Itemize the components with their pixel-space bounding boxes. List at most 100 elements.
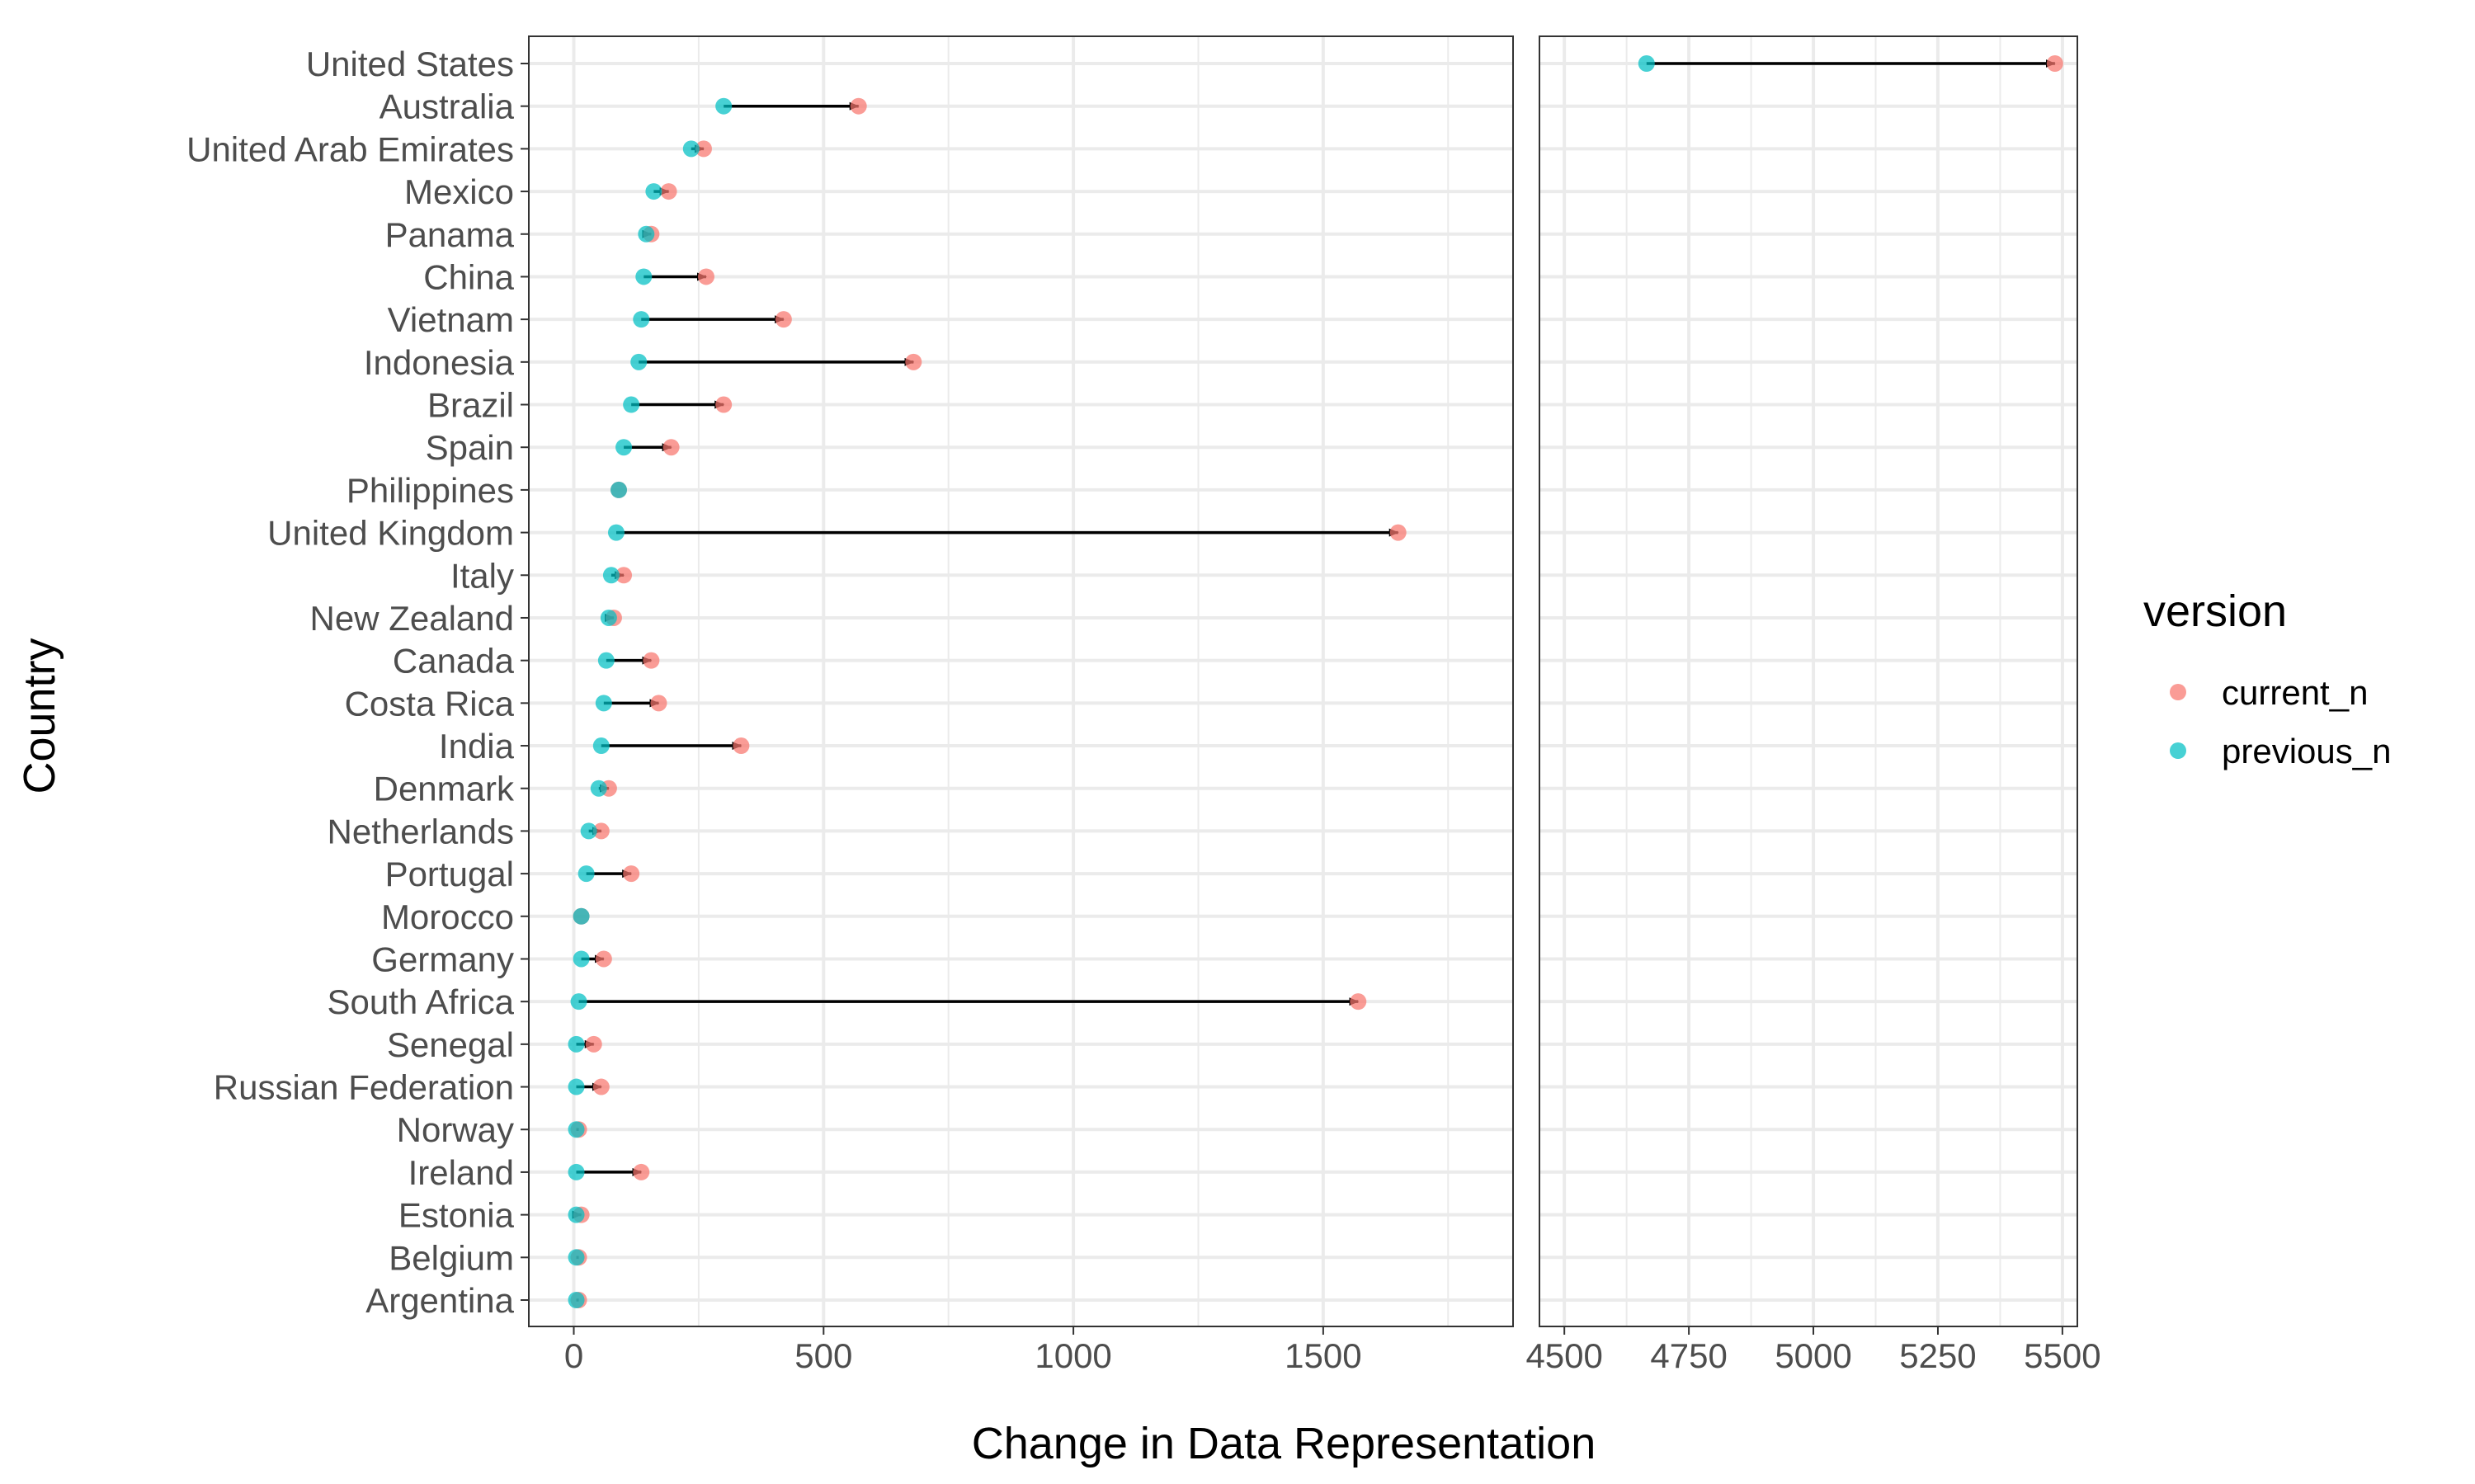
- legend-key-current_n: [2170, 684, 2186, 700]
- legend-title: version: [2143, 587, 2287, 636]
- y-tick-label: India: [439, 727, 515, 766]
- x-axis-title: Change in Data Representation: [972, 1419, 1596, 1468]
- point-current_n: [592, 822, 610, 840]
- point-current_n: [623, 865, 640, 883]
- point-current_n: [585, 1035, 602, 1053]
- x-tick-label: 5500: [2024, 1336, 2100, 1375]
- x-tick-label: 4500: [1525, 1336, 1602, 1375]
- legend-keys: current_n previous_n: [2170, 673, 2391, 770]
- point-current_n: [660, 183, 677, 200]
- y-tick-label: Senegal: [387, 1025, 514, 1064]
- y-tick-label: United Arab Emirates: [186, 130, 514, 168]
- y-tick-label: Italy: [450, 556, 514, 595]
- point-previous_n: [1638, 55, 1655, 72]
- point-current_n: [1389, 524, 1407, 541]
- y-tick-label: South Africa: [328, 982, 515, 1021]
- legend-label-previous_n: previous_n: [2222, 732, 2391, 770]
- point-previous_n: [623, 396, 640, 413]
- point-current_n: [633, 1163, 650, 1180]
- x-tick-label: 5000: [1775, 1336, 1851, 1375]
- point-previous_n: [602, 567, 620, 584]
- point-previous_n: [578, 865, 595, 883]
- point-current_n: [697, 268, 714, 285]
- legend: version current_n previous_n: [2143, 587, 2391, 770]
- point-previous_n: [682, 140, 700, 158]
- point-previous_n: [590, 780, 607, 797]
- point-current_n: [615, 567, 633, 584]
- point-previous_n: [580, 822, 597, 840]
- point-current_n: [1350, 993, 1367, 1011]
- point-previous_n: [568, 1078, 585, 1095]
- x-tick-label: 1500: [1285, 1336, 1361, 1375]
- point-previous_n: [570, 993, 587, 1011]
- x-tick-label: 4750: [1650, 1336, 1727, 1375]
- point-previous_n: [568, 1163, 585, 1180]
- y-tick-label: Denmark: [374, 770, 515, 808]
- y-tick-label: Norway: [397, 1110, 514, 1149]
- point-current_n: [662, 439, 680, 456]
- point-previous_n: [573, 950, 590, 968]
- y-tick-label: Germany: [371, 940, 514, 978]
- point-previous_n: [597, 652, 615, 669]
- point-current_n: [850, 97, 867, 115]
- panel-2: [1539, 35, 2078, 1327]
- point-previous_n: [568, 1249, 585, 1266]
- point-previous_n: [568, 1121, 585, 1138]
- y-tick-label: Spain: [426, 428, 514, 467]
- y-tick-label: Brazil: [427, 386, 514, 425]
- point-previous_n: [568, 1035, 585, 1053]
- point-current_n: [775, 311, 792, 328]
- point-current_n: [715, 396, 733, 413]
- y-tick-label: Portugal: [385, 855, 514, 893]
- panel-1: [528, 35, 1514, 1327]
- y-tick-label: Argentina: [365, 1281, 514, 1320]
- point-previous_n: [645, 183, 662, 200]
- panel-border: [1539, 35, 2078, 1327]
- y-tick-label: Ireland: [408, 1153, 514, 1192]
- y-tick-label: Russian Federation: [214, 1068, 514, 1107]
- point-previous_n: [610, 481, 628, 498]
- point-previous_n: [592, 737, 610, 755]
- legend-key-previous_n: [2170, 742, 2186, 759]
- point-previous_n: [638, 225, 655, 243]
- x-tick-label: 0: [564, 1336, 583, 1375]
- y-tick-label: Indonesia: [364, 343, 515, 382]
- point-current_n: [2046, 55, 2063, 72]
- y-tick-label: Morocco: [381, 897, 514, 936]
- panel-border: [528, 35, 1514, 1327]
- point-previous_n: [715, 97, 733, 115]
- y-tick-label: United States: [306, 45, 514, 83]
- y-tick-label: Panama: [385, 215, 515, 254]
- y-tick-label: Netherlands: [328, 812, 514, 850]
- x-axis: 0 500 1000 1500 4500 4750 5000 5250 5500: [564, 1326, 2101, 1375]
- y-axis: United States Australia United Arab Emirat…: [186, 45, 529, 1320]
- point-current_n: [595, 950, 612, 968]
- y-tick-label: Mexico: [404, 172, 514, 211]
- point-previous_n: [630, 353, 648, 370]
- point-previous_n: [595, 695, 612, 712]
- point-current_n: [733, 737, 750, 755]
- y-tick-label: Canada: [393, 642, 515, 681]
- point-previous_n: [615, 439, 633, 456]
- point-current_n: [905, 353, 922, 370]
- point-current_n: [695, 140, 712, 158]
- x-tick-label: 1000: [1035, 1336, 1111, 1375]
- point-current_n: [650, 695, 667, 712]
- point-previous_n: [607, 524, 625, 541]
- y-tick-label: China: [423, 257, 514, 296]
- y-tick-label: Australia: [380, 87, 515, 126]
- y-tick-label: Costa Rica: [345, 684, 515, 723]
- point-previous_n: [600, 609, 617, 626]
- point-previous_n: [573, 907, 590, 925]
- point-previous_n: [635, 268, 653, 285]
- y-axis-title: Country: [15, 638, 64, 794]
- x-tick-label: 5250: [1899, 1336, 1976, 1375]
- point-previous_n: [568, 1292, 585, 1308]
- point-previous_n: [568, 1206, 585, 1223]
- point-previous_n: [633, 311, 650, 328]
- point-current_n: [643, 652, 660, 669]
- y-tick-label: Estonia: [398, 1196, 515, 1235]
- y-tick-label: United Kingdom: [267, 514, 514, 553]
- x-tick-label: 500: [794, 1336, 852, 1375]
- panels-layer: [528, 35, 2078, 1327]
